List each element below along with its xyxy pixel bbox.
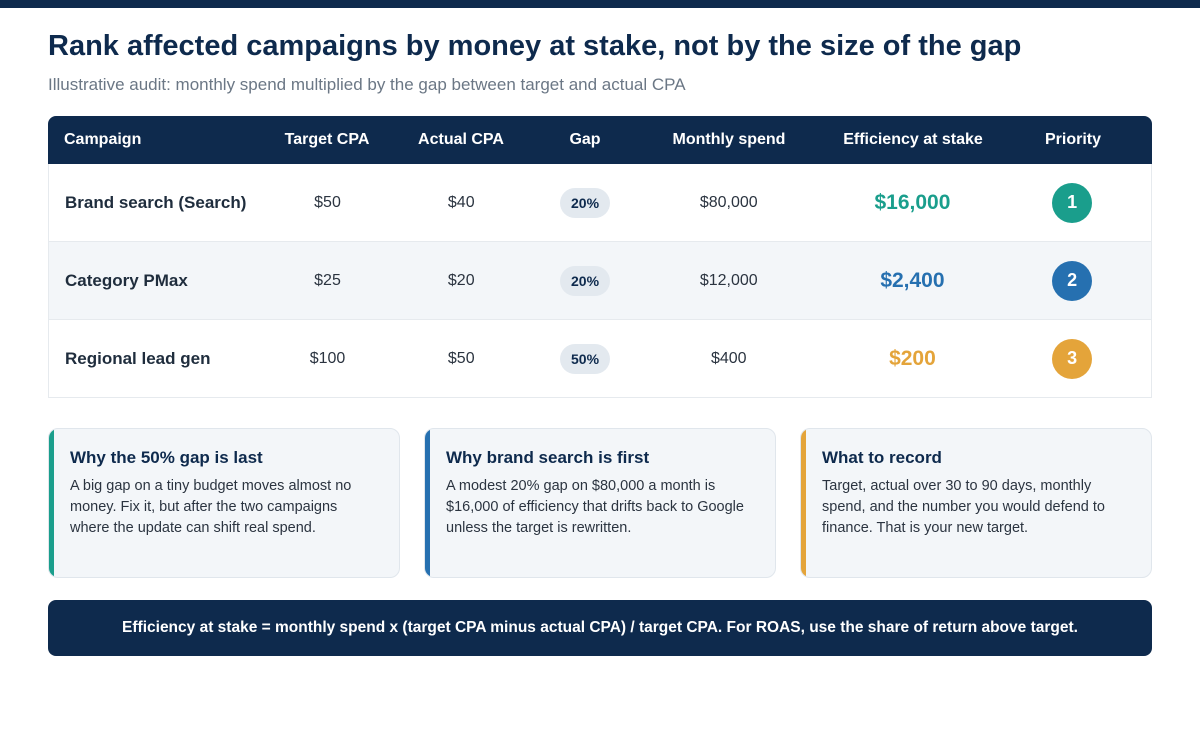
campaign-name: Brand search (Search) [65,192,247,212]
card-body: A modest 20% gap on $80,000 a month is $… [446,478,744,536]
efficiency-at-stake: $2,400 [880,268,945,292]
target-cpa: $25 [314,271,341,289]
efficiency-at-stake: $16,000 [874,190,951,214]
header-target-cpa: Target CPA [284,131,370,148]
table-row: Brand search (Search) $50 $40 20% $80,00… [48,164,1152,242]
card-accent [425,429,430,577]
actual-cpa: $50 [447,349,475,367]
target-cpa: $100 [309,349,346,367]
priority-badge: 2 [1052,260,1093,301]
header-actual-cpa: Actual CPA [418,131,504,148]
top-accent-bar [0,0,1200,8]
header-priority: Priority [1044,131,1101,148]
gap-pill: 20% [560,187,611,218]
table-row: Regional lead gen $100 $50 50% $400 $200… [48,320,1152,398]
target-cpa: $50 [314,193,341,211]
gap-cell: 50% [544,343,626,374]
card-title: Why brand search is first [446,448,650,467]
page-title: Rank affected campaigns by money at stak… [48,30,1022,62]
card-body: A big gap on a tiny budget moves almost … [70,478,352,536]
table-row: Category PMax $25 $20 20% $12,000 $2,400… [48,242,1152,320]
formula-banner: Efficiency at stake = monthly spend x (t… [48,600,1152,656]
priority-cell: 1 [993,182,1151,223]
campaign-name: Regional lead gen [65,348,211,368]
card-accent [801,429,806,577]
efficiency-cell: $2,400 [832,269,994,293]
gap-pill: 50% [560,343,611,374]
formula-text: Efficiency at stake = monthly spend x (t… [122,619,1078,636]
actual-cpa: $40 [447,193,475,211]
gap-pill: 20% [560,265,611,296]
page-subtitle: Illustrative audit: monthly spend multip… [48,75,686,94]
campaign-name: Category PMax [65,270,188,290]
card-what-to-record: What to record Target, actual over 30 to… [800,428,1152,578]
monthly-spend: $12,000 [699,271,758,289]
header-gap: Gap [569,131,601,148]
card-body: Target, actual over 30 to 90 days, month… [822,478,1105,536]
campaign-table: Campaign Target CPA Actual CPA Gap Month… [48,116,1152,398]
card-accent [49,429,54,577]
monthly-spend: $400 [710,349,747,367]
priority-cell: 3 [993,338,1151,379]
card-why-gap-last: Why the 50% gap is last A big gap on a t… [48,428,400,578]
card-why-brand-first: Why brand search is first A modest 20% g… [424,428,776,578]
gap-cell: 20% [544,187,626,218]
actual-cpa: $20 [447,271,475,289]
priority-badge: 3 [1052,338,1093,379]
efficiency-cell: $200 [832,347,994,371]
priority-cell: 2 [993,260,1151,301]
efficiency-at-stake: $200 [889,346,936,370]
card-title: What to record [822,448,942,467]
header-campaign: Campaign [64,131,142,148]
card-title: Why the 50% gap is last [70,448,263,467]
efficiency-cell: $16,000 [832,191,994,215]
priority-badge: 1 [1052,182,1093,223]
header-monthly-spend: Monthly spend [672,131,786,148]
header-efficiency-at-stake: Efficiency at stake [843,131,983,148]
gap-cell: 20% [544,265,626,296]
monthly-spend: $80,000 [699,193,758,211]
table-header: Campaign Target CPA Actual CPA Gap Month… [48,116,1152,164]
